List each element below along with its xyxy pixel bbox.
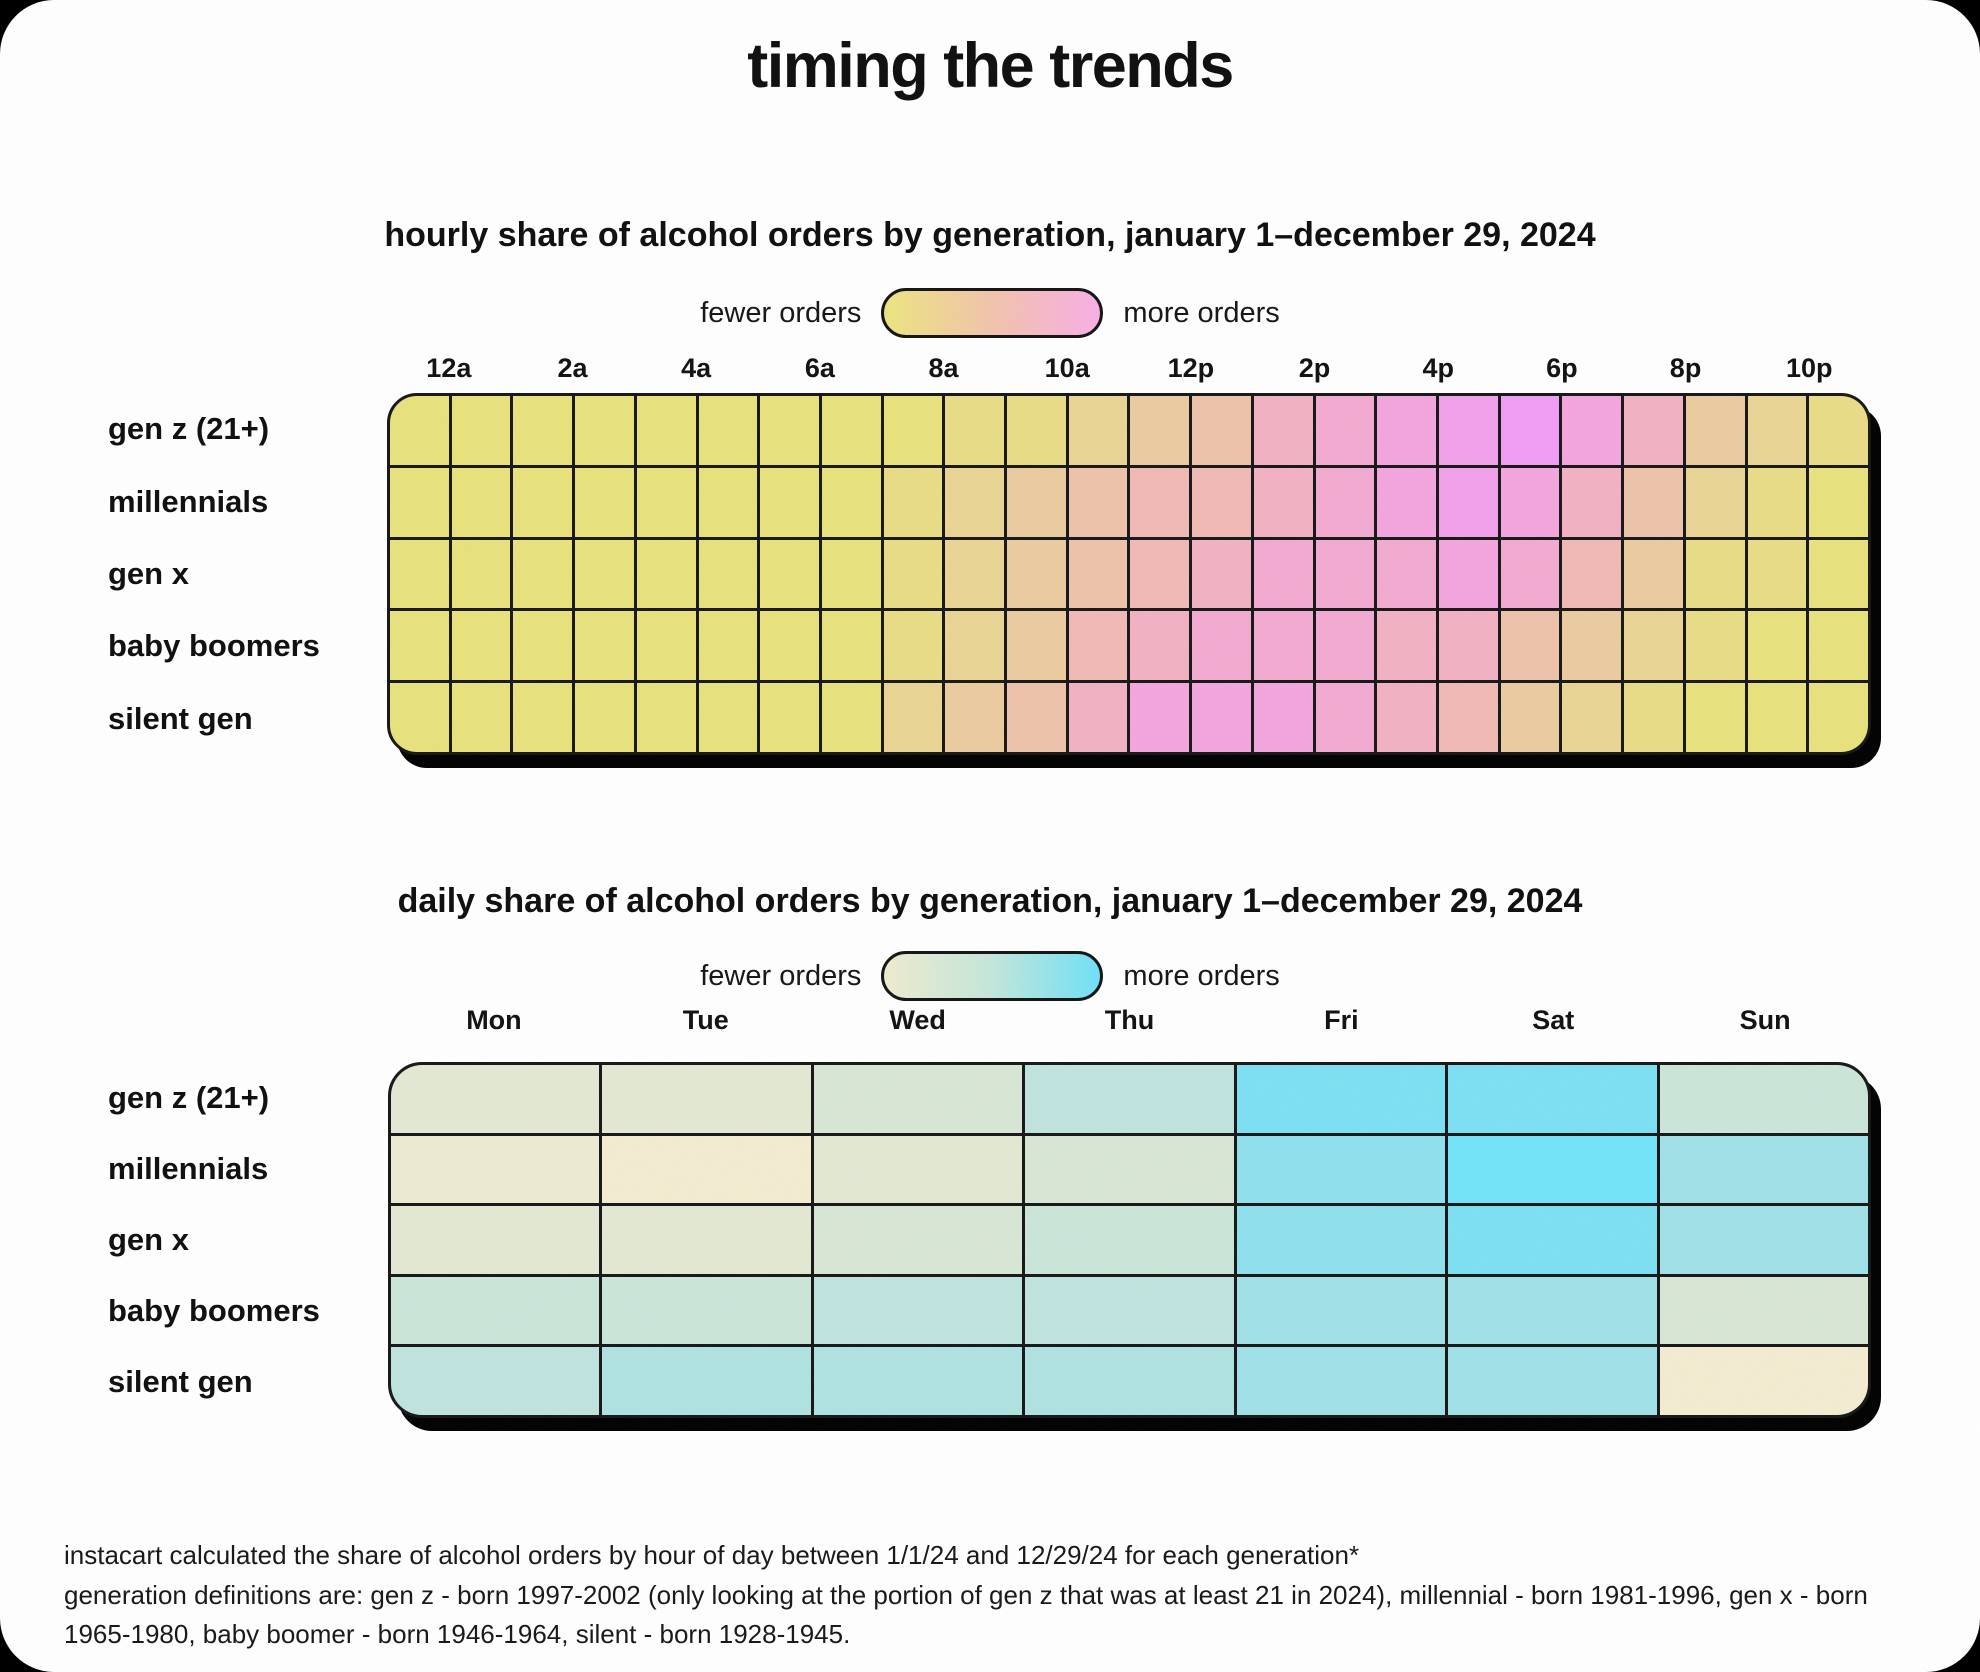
heatmap-cell <box>602 1276 811 1345</box>
heatmap-cell <box>1025 1135 1234 1204</box>
heatmap-cell <box>1448 1135 1657 1204</box>
heatmap-cell <box>602 1347 811 1415</box>
heatmap-cell <box>602 1065 811 1133</box>
daily-legend: fewer orders more orders <box>0 951 1980 1001</box>
heatmap-cell <box>391 1065 600 1133</box>
generation-row-label: silent gen <box>108 1364 253 1400</box>
axis-tick-label: Tue <box>682 1005 729 1035</box>
heatmap-cell <box>1659 1135 1868 1204</box>
heatmap-cell <box>1448 1065 1657 1133</box>
heatmap-cell <box>1659 1065 1868 1133</box>
heatmap-cell <box>1236 1135 1446 1204</box>
heatmap-cell <box>391 1206 600 1274</box>
footnote-line-2: generation definitions are: gen z - born… <box>64 1580 1868 1649</box>
heatmap-cell <box>1236 1206 1446 1274</box>
heatmap-cell <box>1025 1347 1234 1415</box>
heatmap-cell <box>1025 1206 1234 1274</box>
generation-row-label: gen z (21+) <box>108 1079 270 1115</box>
heatmap-cell <box>813 1206 1023 1274</box>
heatmap-cell <box>391 1135 600 1204</box>
heatmap-cell <box>1659 1276 1868 1345</box>
axis-tick-label: Sat <box>1532 1005 1575 1035</box>
heatmap-cell <box>1025 1065 1234 1133</box>
axis-tick-label: Sun <box>1739 1005 1791 1035</box>
heatmap-cell <box>1448 1347 1657 1415</box>
heatmap-cell <box>813 1065 1023 1133</box>
axis-tick-label: Fri <box>1324 1005 1359 1035</box>
daily-generation-row-labels: gen z (21+) millennials gen x baby boomers s… <box>108 1062 388 1418</box>
heatmap-cell <box>813 1276 1023 1345</box>
heatmap-cell <box>1025 1276 1234 1345</box>
generation-row-label: gen x <box>108 1222 189 1257</box>
axis-tick-label: Mon <box>466 1005 522 1035</box>
heatmap-cell <box>1236 1276 1446 1345</box>
heatmap-cell <box>1659 1347 1868 1415</box>
daily-legend-gradient-pill <box>881 951 1104 1001</box>
heatmap-cell <box>813 1135 1023 1204</box>
footnote: instacart calculated the share of alcoho… <box>64 1536 1920 1655</box>
daily-chart-subtitle: daily share of alcohol orders by generat… <box>397 882 1583 920</box>
heatmap-cell <box>1236 1347 1446 1415</box>
heatmap-cell <box>391 1276 600 1345</box>
generation-row-label: millennials <box>108 1150 269 1186</box>
heatmap-cell <box>602 1135 811 1204</box>
heatmap-cell <box>1448 1276 1657 1345</box>
footnote-line-1: instacart calculated the share of alcoho… <box>64 1540 1360 1570</box>
heatmap-cell <box>1236 1065 1446 1133</box>
heatmap-cell <box>391 1347 600 1415</box>
heatmap-cell <box>813 1347 1023 1415</box>
daily-heatmap-grid <box>388 1062 1871 1418</box>
daily-day-axis-labels: Mon Tue Wed Thu Fri Sat Sun <box>388 1005 1871 1036</box>
heatmap-cell <box>1659 1206 1868 1274</box>
axis-tick-label: Thu <box>1104 1005 1155 1035</box>
daily-legend-more-label: more orders <box>1123 959 1280 992</box>
daily-legend-fewer-label: fewer orders <box>700 959 862 992</box>
axis-tick-label: Wed <box>889 1005 946 1035</box>
generation-row-label: baby boomers <box>108 1293 320 1329</box>
heatmap-cell <box>602 1206 811 1274</box>
heatmap-cell <box>1448 1206 1657 1274</box>
